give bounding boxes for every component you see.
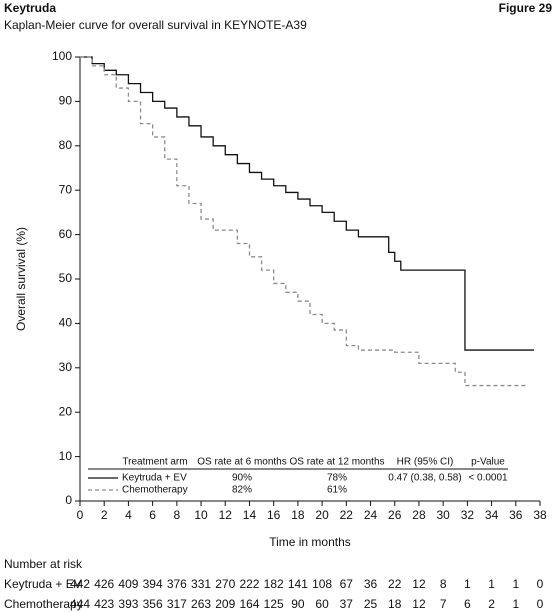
x-tick-label: 28	[412, 508, 426, 522]
risk-count: 12	[412, 577, 426, 591]
x-tick-label: 0	[77, 508, 84, 522]
risk-count: 393	[118, 597, 138, 611]
y-tick-label: 90	[59, 94, 73, 108]
risk-count: 6	[464, 597, 471, 611]
risk-count: 125	[264, 597, 284, 611]
x-tick-label: 20	[315, 508, 329, 522]
table-header: Treatment arm	[122, 457, 187, 468]
risk-count: 409	[118, 577, 138, 591]
x-axis-label: Time in months	[269, 535, 351, 549]
risk-count: 2	[488, 597, 495, 611]
risk-count: 270	[215, 577, 235, 591]
risk-count: 317	[167, 597, 187, 611]
risk-count: 22	[388, 577, 402, 591]
y-tick-label: 30	[59, 360, 73, 374]
x-tick-label: 30	[436, 508, 450, 522]
x-tick-label: 8	[173, 508, 180, 522]
x-tick-label: 4	[125, 508, 132, 522]
risk-count: 1	[464, 577, 471, 591]
table-header: p-Value	[471, 457, 505, 468]
table-header: OS rate at 12 months	[289, 457, 384, 468]
risk-count: 0	[537, 597, 544, 611]
risk-title: Number at risk	[4, 557, 83, 571]
y-tick-label: 50	[59, 271, 73, 285]
risk-count: 426	[94, 577, 114, 591]
y-tick-label: 80	[59, 138, 73, 152]
risk-count: 37	[340, 597, 354, 611]
survival-curve	[80, 56, 534, 351]
x-tick-label: 36	[509, 508, 523, 522]
y-tick-label: 40	[59, 316, 73, 330]
risk-count: 18	[388, 597, 402, 611]
risk-count: 0	[537, 577, 544, 591]
risk-count: 1	[488, 577, 495, 591]
x-tick-label: 6	[149, 508, 156, 522]
x-tick-label: 14	[243, 508, 257, 522]
x-tick-label: 38	[533, 508, 547, 522]
y-tick-label: 60	[59, 227, 73, 241]
table-cell: 78%	[327, 473, 347, 484]
risk-row-label: Keytruda + EV	[4, 577, 82, 591]
x-tick-label: 2	[101, 508, 108, 522]
y-tick-label: 70	[59, 182, 73, 196]
risk-count: 442	[70, 577, 90, 591]
chart-title: Kaplan-Meier curve for overall survival …	[4, 18, 307, 32]
survival-curve	[80, 56, 528, 387]
risk-count: 423	[94, 597, 114, 611]
figure-label: Figure 29	[499, 1, 553, 15]
risk-count: 108	[312, 577, 332, 591]
x-tick-label: 10	[194, 508, 208, 522]
x-tick-label: 12	[219, 508, 233, 522]
y-tick-label: 100	[52, 49, 72, 63]
x-tick-label: 34	[485, 508, 499, 522]
risk-count: 182	[264, 577, 284, 591]
risk-count: 1	[512, 597, 519, 611]
table-cell: 90%	[232, 473, 252, 484]
risk-count: 8	[440, 577, 447, 591]
risk-count: 263	[191, 597, 211, 611]
risk-count: 209	[215, 597, 235, 611]
risk-count: 222	[239, 577, 259, 591]
risk-count: 90	[291, 597, 305, 611]
table-header: OS rate at 6 months	[197, 457, 287, 468]
risk-count: 1	[512, 577, 519, 591]
y-axis-label: Overall survival (%)	[14, 227, 28, 331]
risk-count: 141	[288, 577, 308, 591]
risk-count: 67	[340, 577, 354, 591]
table-cell: < 0.0001	[468, 473, 508, 484]
risk-count: 376	[167, 577, 187, 591]
risk-count: 356	[143, 597, 163, 611]
risk-count: 60	[315, 597, 329, 611]
x-tick-label: 32	[461, 508, 475, 522]
risk-count: 7	[440, 597, 447, 611]
risk-count: 331	[191, 577, 211, 591]
x-tick-label: 24	[364, 508, 378, 522]
legend-label: Chemotherapy	[122, 485, 188, 496]
y-tick-label: 20	[59, 404, 73, 418]
table-cell: 61%	[327, 485, 347, 496]
legend-label: Keytruda + EV	[122, 473, 187, 484]
risk-count: 164	[239, 597, 259, 611]
x-tick-label: 22	[340, 508, 354, 522]
table-cell: 0.47 (0.38, 0.58)	[388, 473, 461, 484]
header: Keytruda	[4, 1, 56, 15]
table-cell: 82%	[232, 485, 252, 496]
table-header: HR (95% CI)	[397, 457, 454, 468]
x-tick-label: 26	[388, 508, 402, 522]
y-tick-label: 10	[59, 449, 73, 463]
risk-count: 12	[412, 597, 426, 611]
y-tick-label: 0	[65, 493, 72, 507]
risk-row-label: Chemotherapy	[4, 597, 83, 611]
risk-count: 444	[70, 597, 90, 611]
risk-count: 25	[364, 597, 378, 611]
risk-count: 36	[364, 577, 378, 591]
x-tick-label: 16	[267, 508, 281, 522]
x-tick-label: 18	[291, 508, 305, 522]
risk-count: 394	[143, 577, 163, 591]
